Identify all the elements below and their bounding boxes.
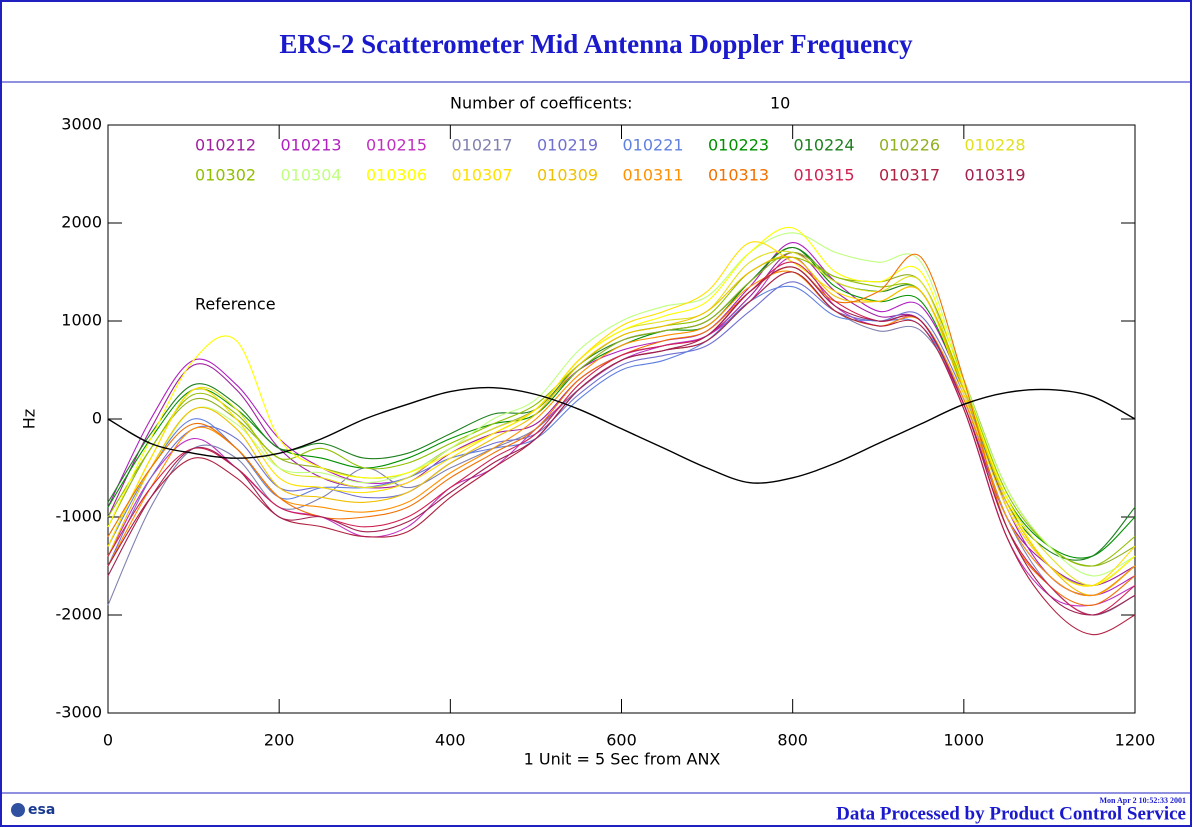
y-tick-label: 1000	[61, 311, 102, 330]
subtitle-value: 10	[770, 94, 790, 113]
series-line	[107, 253, 1136, 606]
logo: esa	[11, 802, 55, 818]
legend-entry: 010217	[452, 136, 513, 155]
footer: Data Processed by Product Control Servic…	[836, 803, 1186, 824]
legend-entry: 010226	[879, 136, 940, 155]
y-tick-label: -2000	[56, 605, 103, 624]
legend-entry: 010306	[366, 166, 427, 185]
logo-text: esa	[28, 802, 55, 818]
legend-entry: 010221	[623, 136, 684, 155]
plot: -3000 -2000 -1000 0 1000 2000 3000 0 200 400 600 80…	[56, 115, 1156, 750]
legend-entry: 010319	[965, 166, 1026, 185]
legend-entry: 010309	[537, 166, 598, 185]
timestamp: Mon Apr 2 10:52:33 2001	[1099, 796, 1186, 805]
x-tick-label: 1200	[1115, 731, 1156, 750]
chart-title: ERS-2 Scatterometer Mid Antenna Doppler …	[279, 29, 913, 59]
legend-entry: 010311	[623, 166, 684, 185]
series-line	[107, 386, 1136, 484]
legend-entry: 010212	[195, 136, 256, 155]
x-tick-label: 400	[435, 731, 466, 750]
legend-entry: 010224	[794, 136, 855, 155]
subtitle: Number of coefficents:	[450, 94, 633, 113]
logo-mark	[11, 803, 25, 817]
legend-entry: 010315	[794, 166, 855, 185]
legend-entry: 010213	[281, 136, 342, 155]
x-tick-label: 600	[606, 731, 637, 750]
series-line	[107, 226, 1136, 587]
legend-entry: 010215	[366, 136, 427, 155]
x-tick-label: 0	[103, 731, 113, 750]
legend-entry: 010228	[965, 136, 1026, 155]
y-tick-label: 3000	[61, 115, 102, 134]
series-line	[107, 266, 1136, 616]
x-tick-label: 1000	[943, 731, 984, 750]
legend-entry: 010313	[708, 166, 769, 185]
y-tick-label: 2000	[61, 213, 102, 232]
series-line	[107, 255, 1136, 596]
legend-entry: 010304	[281, 166, 342, 185]
legend-entry: 010219	[537, 136, 598, 155]
y-tick-label: -1000	[56, 507, 103, 526]
y-tick-label: -3000	[56, 703, 103, 722]
series-line	[107, 241, 1136, 587]
legend-entry: 010317	[879, 166, 940, 185]
legend-entry: 010302	[195, 166, 256, 185]
legend-entry: 010307	[452, 166, 513, 185]
annotation: Reference	[195, 295, 276, 314]
x-tick-label: 200	[264, 731, 295, 750]
x-axis-label: 1 Unit = 5 Sec from ANX	[524, 750, 721, 769]
y-axis-label: Hz	[20, 409, 39, 429]
y-tick-label: 0	[92, 409, 102, 428]
x-tick-label: 800	[777, 731, 808, 750]
series-line	[107, 232, 1136, 577]
legend-entry: 010223	[708, 136, 769, 155]
